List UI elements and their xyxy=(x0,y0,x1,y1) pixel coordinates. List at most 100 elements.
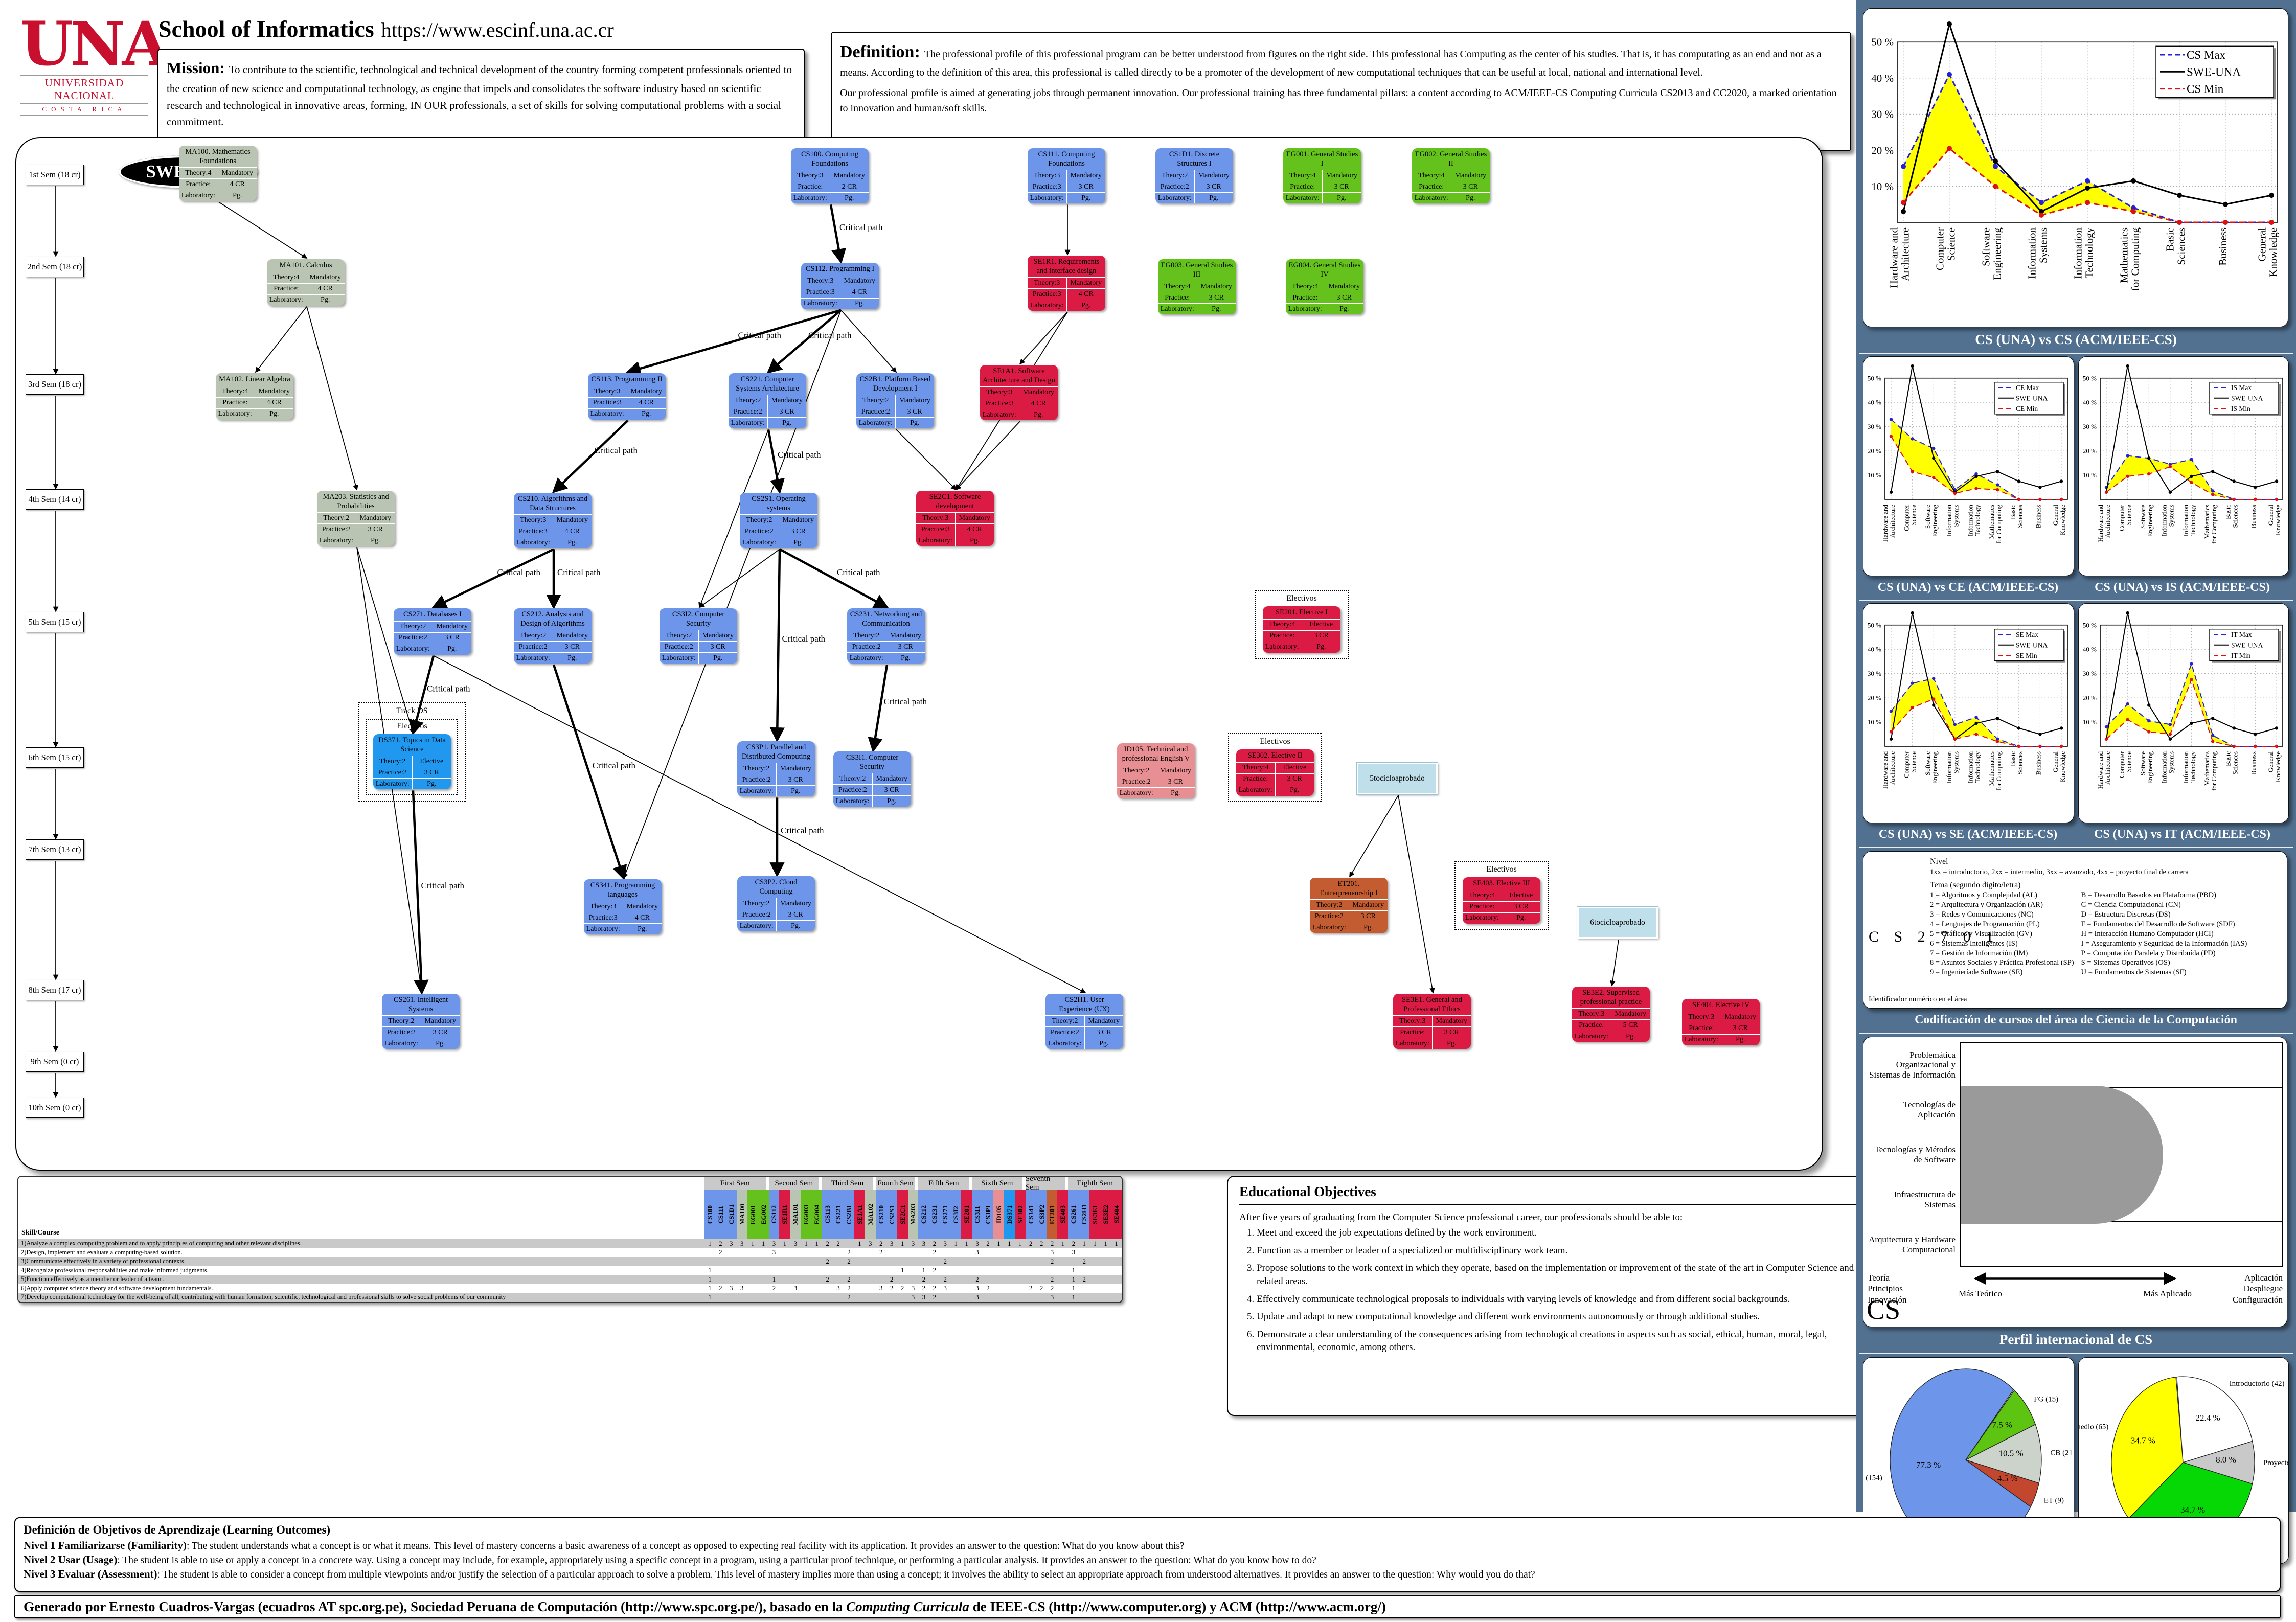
course-box-MA101: MA101. Calculus Theory:4 Mandatory Practice… xyxy=(267,259,345,306)
matrix-course-header-EG003: EG003 xyxy=(801,1190,812,1239)
cs-profile-row-label: Tecnologías y Métodos de Software xyxy=(1874,1145,1956,1164)
matrix-cell: 2 xyxy=(972,1275,983,1284)
course-box-EG003: EG003. General Studies III Theory:4 Mandat… xyxy=(1158,259,1236,315)
matrix-cell xyxy=(940,1293,951,1302)
matrix-cell: 1 xyxy=(811,1239,823,1248)
chart-cs-vs-se: 10 % 20 % 30 % 40 % 50 % Hardware andArchitec… xyxy=(1863,603,2074,823)
course-credits: 3 CR xyxy=(1336,293,1352,302)
matrix-cell xyxy=(897,1293,908,1302)
course-laboratory: Laboratory: xyxy=(514,653,553,664)
matrix-cell: 2 xyxy=(886,1284,897,1293)
matrix-corner-label: Skill/Course xyxy=(21,1229,59,1237)
electives-label: Electivos xyxy=(1260,737,1290,746)
chart-cs-vs-cs: 10 % 20 % 30 % 40 % 50 % Hardware andArchitec… xyxy=(1863,8,2288,327)
course-pg: Pg. xyxy=(1626,1032,1635,1040)
matrix-cell xyxy=(768,1257,780,1266)
matrix-cell xyxy=(940,1248,951,1257)
course-pg: Pg. xyxy=(887,797,897,805)
tema-item: 6 = Sistemas Inteligentes (IS) xyxy=(1930,939,2018,948)
course-theory: Theory:2 xyxy=(847,630,886,642)
course-practice: Practice:2 xyxy=(729,406,768,418)
matrix-course-header-ET201: ET201 xyxy=(1047,1190,1058,1239)
matrix-cell: 1 xyxy=(1057,1239,1069,1248)
matrix-course-header-SE2C1: SE2C1 xyxy=(897,1190,908,1239)
course-box-CS221: CS221. Computer Systems Architecture Theo… xyxy=(729,373,806,429)
matrix-cell xyxy=(715,1275,726,1284)
educational-objectives-list: Meet and exceed the job expectations def… xyxy=(1239,1226,1859,1354)
course-box-CS100: CS100. Computing Foundations Theory:3 Mand… xyxy=(791,148,869,204)
matrix-cell xyxy=(1100,1257,1111,1266)
svg-text:40 %: 40 % xyxy=(1868,646,1881,653)
matrix-cell xyxy=(961,1275,972,1284)
credit-text-italic: Computing Curricula xyxy=(846,1598,969,1614)
matrix-cell xyxy=(1057,1266,1069,1275)
matrix-cell xyxy=(1111,1293,1122,1302)
matrix-cell xyxy=(875,1275,886,1284)
course-pg: Pg. xyxy=(1337,194,1347,202)
course-credits: 3 CR xyxy=(1360,912,1376,920)
course-laboratory: Laboratory: xyxy=(1283,193,1323,204)
course-pg: Pg. xyxy=(1081,194,1091,202)
course-practice: Practice:2 xyxy=(1155,181,1195,193)
course-credits: 3 CR xyxy=(1168,778,1183,786)
course-laboratory: Laboratory: xyxy=(588,408,627,420)
course-theory: Theory:2 xyxy=(1117,765,1156,776)
matrix-cell: 2 xyxy=(875,1239,886,1248)
course-title: CS3P2. Cloud Computing xyxy=(755,878,798,896)
course-status: Mandatory xyxy=(780,899,811,907)
course-box-MA203: MA203. Statistics and Probabilities Theor… xyxy=(317,491,395,546)
course-laboratory: Laboratory: xyxy=(1310,922,1349,933)
svg-text:Hardware andArchitecture: Hardware andArchitecture xyxy=(2096,505,2111,542)
course-status: Mandatory xyxy=(1022,388,1054,396)
matrix-cell: 1 xyxy=(854,1239,865,1248)
matrix-cell xyxy=(950,1266,962,1275)
course-theory: Theory:2 xyxy=(317,513,356,524)
matrix-cell xyxy=(886,1257,897,1266)
matrix-cell xyxy=(1004,1248,1015,1257)
matrix-cell: 1 xyxy=(704,1284,715,1293)
course-status: Mandatory xyxy=(890,631,921,639)
matrix-cell xyxy=(801,1293,812,1302)
matrix-cell xyxy=(1089,1293,1101,1302)
course-practice: Practice:2 xyxy=(514,642,553,653)
course-credits: 2 CR xyxy=(842,182,857,191)
matrix-cell xyxy=(1036,1257,1047,1266)
svg-text:SWE-UNA: SWE-UNA xyxy=(2016,641,2048,649)
course-laboratory: Laboratory: xyxy=(847,653,886,664)
svg-text:40 %: 40 % xyxy=(2082,646,2096,653)
course-credits: 3 CR xyxy=(710,643,725,651)
matrix-cell: 3 xyxy=(940,1239,951,1248)
course-theory: Theory:3 xyxy=(801,276,840,287)
svg-text:ET (9): ET (9) xyxy=(2044,1496,2064,1504)
course-title: MA102. Linear Algebra xyxy=(219,375,290,383)
course-practice: Practice:2 xyxy=(737,774,777,786)
matrix-cell: 2 xyxy=(715,1248,726,1257)
matrix-cell xyxy=(1057,1275,1069,1284)
matrix-cell: 3 xyxy=(940,1284,951,1293)
course-theory: Theory:3 xyxy=(1682,1012,1721,1023)
matrix-cell: 1 xyxy=(1089,1239,1101,1248)
svg-text:CS (154): CS (154) xyxy=(1863,1474,1882,1482)
course-box-CS111: CS111. Computing Foundations Theory:3 Mand… xyxy=(1028,148,1105,204)
course-laboratory: Laboratory: xyxy=(216,408,255,420)
learning-outcomes-box: Definición de Objetivos de Aprendizaje (… xyxy=(14,1517,2281,1592)
course-title: EG002. General Studies II xyxy=(1415,150,1487,168)
course-pg: Pg. xyxy=(427,780,437,788)
matrix-cell: 1 xyxy=(1068,1293,1079,1302)
cs-profile-row-label: Arquitectura y Hardware Computacional xyxy=(1869,1235,1956,1254)
matrix-cell xyxy=(907,1257,919,1266)
course-credits: 3 CR xyxy=(1078,182,1094,191)
semester-box-5: 5th Sem (15 cr) xyxy=(26,612,84,632)
matrix-cell: 2 xyxy=(822,1257,833,1266)
course-pg: Pg. xyxy=(642,410,651,418)
course-pg: Pg. xyxy=(791,922,801,930)
course-title: CS2S1. Operating systems xyxy=(752,495,806,512)
course-status: Mandatory xyxy=(1200,282,1232,290)
matrix-cell xyxy=(950,1248,962,1257)
matrix-cell: 3 xyxy=(865,1239,876,1248)
matrix-cell: 1 xyxy=(1014,1239,1026,1248)
course-title: CS111. Computing Foundations xyxy=(1038,150,1095,168)
critical-path-label: Critical path xyxy=(781,826,824,835)
matrix-cell xyxy=(747,1284,758,1293)
matrix-cell xyxy=(993,1248,1004,1257)
